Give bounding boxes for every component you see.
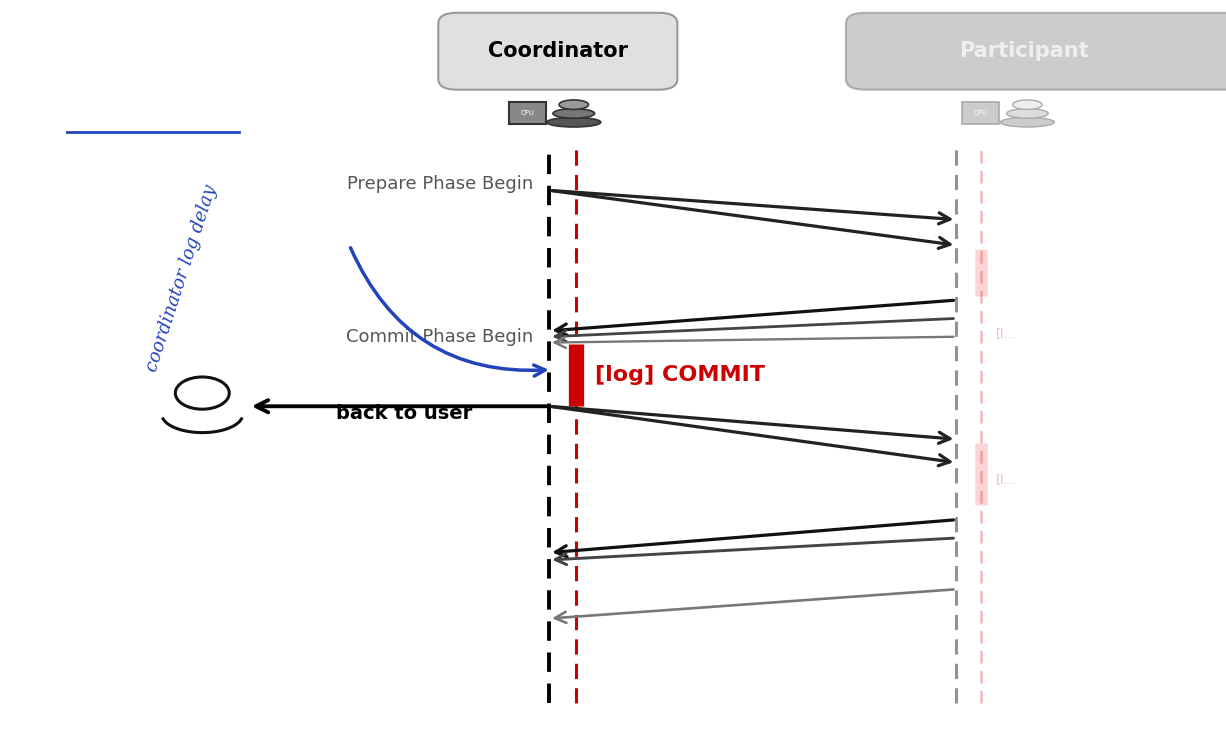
Text: [log] COMMIT: [log] COMMIT: [595, 365, 765, 385]
FancyBboxPatch shape: [438, 12, 677, 89]
Text: back to user: back to user: [336, 404, 472, 423]
Text: Commit Phase Begin: Commit Phase Begin: [346, 328, 533, 346]
Text: Prepare Phase Begin: Prepare Phase Begin: [347, 176, 533, 193]
Ellipse shape: [559, 100, 588, 110]
Text: CPU: CPU: [973, 111, 988, 116]
FancyBboxPatch shape: [962, 102, 999, 124]
Circle shape: [175, 377, 229, 409]
Text: Participant: Participant: [959, 41, 1089, 61]
FancyArrowPatch shape: [351, 247, 546, 376]
Text: [l...: [l...: [996, 473, 1016, 486]
Ellipse shape: [1013, 100, 1042, 110]
FancyBboxPatch shape: [509, 102, 546, 124]
Text: Coordinator: Coordinator: [488, 41, 628, 61]
Ellipse shape: [1007, 108, 1048, 119]
Ellipse shape: [547, 117, 601, 127]
Text: CPU: CPU: [520, 111, 535, 116]
Ellipse shape: [1000, 117, 1054, 127]
Ellipse shape: [553, 108, 595, 119]
FancyBboxPatch shape: [846, 12, 1226, 89]
Text: coordinator log delay: coordinator log delay: [142, 182, 221, 374]
Text: [l...: [l...: [996, 326, 1016, 340]
